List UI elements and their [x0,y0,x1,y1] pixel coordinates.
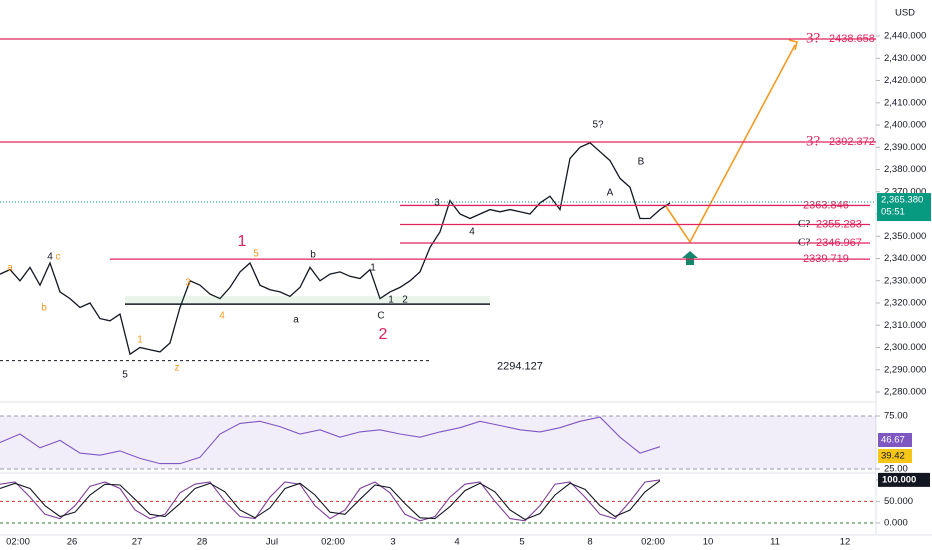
wave-label: b [310,250,316,261]
current-price-box [877,193,931,222]
wave-label: 2 [402,295,408,306]
wave-label: 5 [253,249,259,260]
y-tick-label: 75.00 [884,411,908,422]
current-price-label: 2,365.380 [881,195,923,206]
wave-label: 3? [806,30,821,46]
y-tick-label: 2,430.000 [884,53,926,64]
y-tick-label: 25.00 [884,463,908,474]
last-value-label: 46.67 [881,435,905,446]
x-tick-label: 02:00 [6,537,30,548]
level-label: 2339.719 [803,253,849,265]
wave-label: a [7,263,13,274]
level-label: 2438.658 [829,33,875,45]
value-box [878,449,912,464]
wave-label: 3? [806,133,821,149]
up-arrow-icon [682,251,698,265]
x-tick-label: 12 [840,537,851,548]
wave-label: z [175,363,180,374]
wave-label: 3 [185,278,191,289]
price-line [0,416,661,465]
x-tick-label: 3 [390,537,395,548]
level-label: 2355.283 [816,218,862,230]
x-tick-label: 26 [67,537,78,548]
y-tick-label: 2,440.000 [884,31,926,42]
x-tick-label: 02:00 [641,537,665,548]
y-tick-label: 2,350.000 [884,231,926,242]
y-tick-label: 2,410.000 [884,97,926,108]
rsi-band [0,416,876,469]
wave-label: 1 [370,263,376,274]
y-tick-label: 0.000 [884,517,908,528]
y-tick-label: 2,390.000 [884,142,926,153]
y-tick-label: 2,290.000 [884,364,926,375]
y-tick-label: 2,310.000 [884,320,926,331]
x-tick-label: 8 [587,537,592,548]
x-tick-label: 5 [519,537,524,548]
low-label: 2294.127 [497,360,543,372]
y-tick-label: 2,320.000 [884,298,926,309]
y-tick-label: 2,420.000 [884,75,926,86]
x-tick-label: Jul [266,537,278,548]
wave-label: 1 [388,295,394,306]
y-tick-label: 2,330.000 [884,275,926,286]
level-label: 2392.372 [829,136,875,148]
x-tick-label: 10 [703,537,714,548]
wave-label: 4 [469,227,475,238]
y-tick-label: 2,400.000 [884,120,926,131]
x-tick-label: 4 [454,537,459,548]
y-tick-label: 2,370.000 [884,186,926,197]
projection-arrow [788,39,798,51]
wave-label: 5 [122,370,128,381]
x-tick-label: 28 [197,537,208,548]
currency-label: USD [895,8,915,19]
level-label: 2363.846 [803,199,849,211]
y-tick-label: 50.000 [884,496,913,507]
wave-label: B [638,157,645,168]
wave-label: c [56,252,61,263]
wave-label: a [293,315,299,326]
x-tick-label: 27 [132,537,143,548]
wave-label: C [377,311,384,322]
wave-label: b [41,303,47,314]
y-tick-label: 2,300.000 [884,342,926,353]
wave-label: 5? [592,120,604,131]
wave-label: 4 [219,311,225,322]
last-value-label: 39.42 [881,451,905,462]
price-line [0,480,661,521]
wave-label: A [607,188,614,199]
wave-label: 2 [379,326,388,343]
price-line [0,142,671,356]
wave-label: 1 [238,233,247,250]
wave-label: 3 [434,198,440,209]
wave-label: C? [798,237,810,249]
value-box [878,472,930,487]
support-zone [125,296,490,305]
y-tick-label: 2,280.000 [884,387,926,398]
value-box [878,433,912,448]
wave-label: C? [798,218,810,230]
y-tick-label: 2,380.000 [884,164,926,175]
level-label: 2346.967 [816,237,862,249]
wave-label: 4 [47,252,53,263]
x-tick-label: 02:00 [321,537,345,548]
wave-label: 1 [137,335,143,346]
countdown-label: 05:51 [881,207,905,218]
x-tick-label: 11 [770,537,780,548]
y-tick-label: 100.000 [882,474,916,485]
y-tick-label: 2,340.000 [884,253,926,264]
projection-path [664,44,796,244]
